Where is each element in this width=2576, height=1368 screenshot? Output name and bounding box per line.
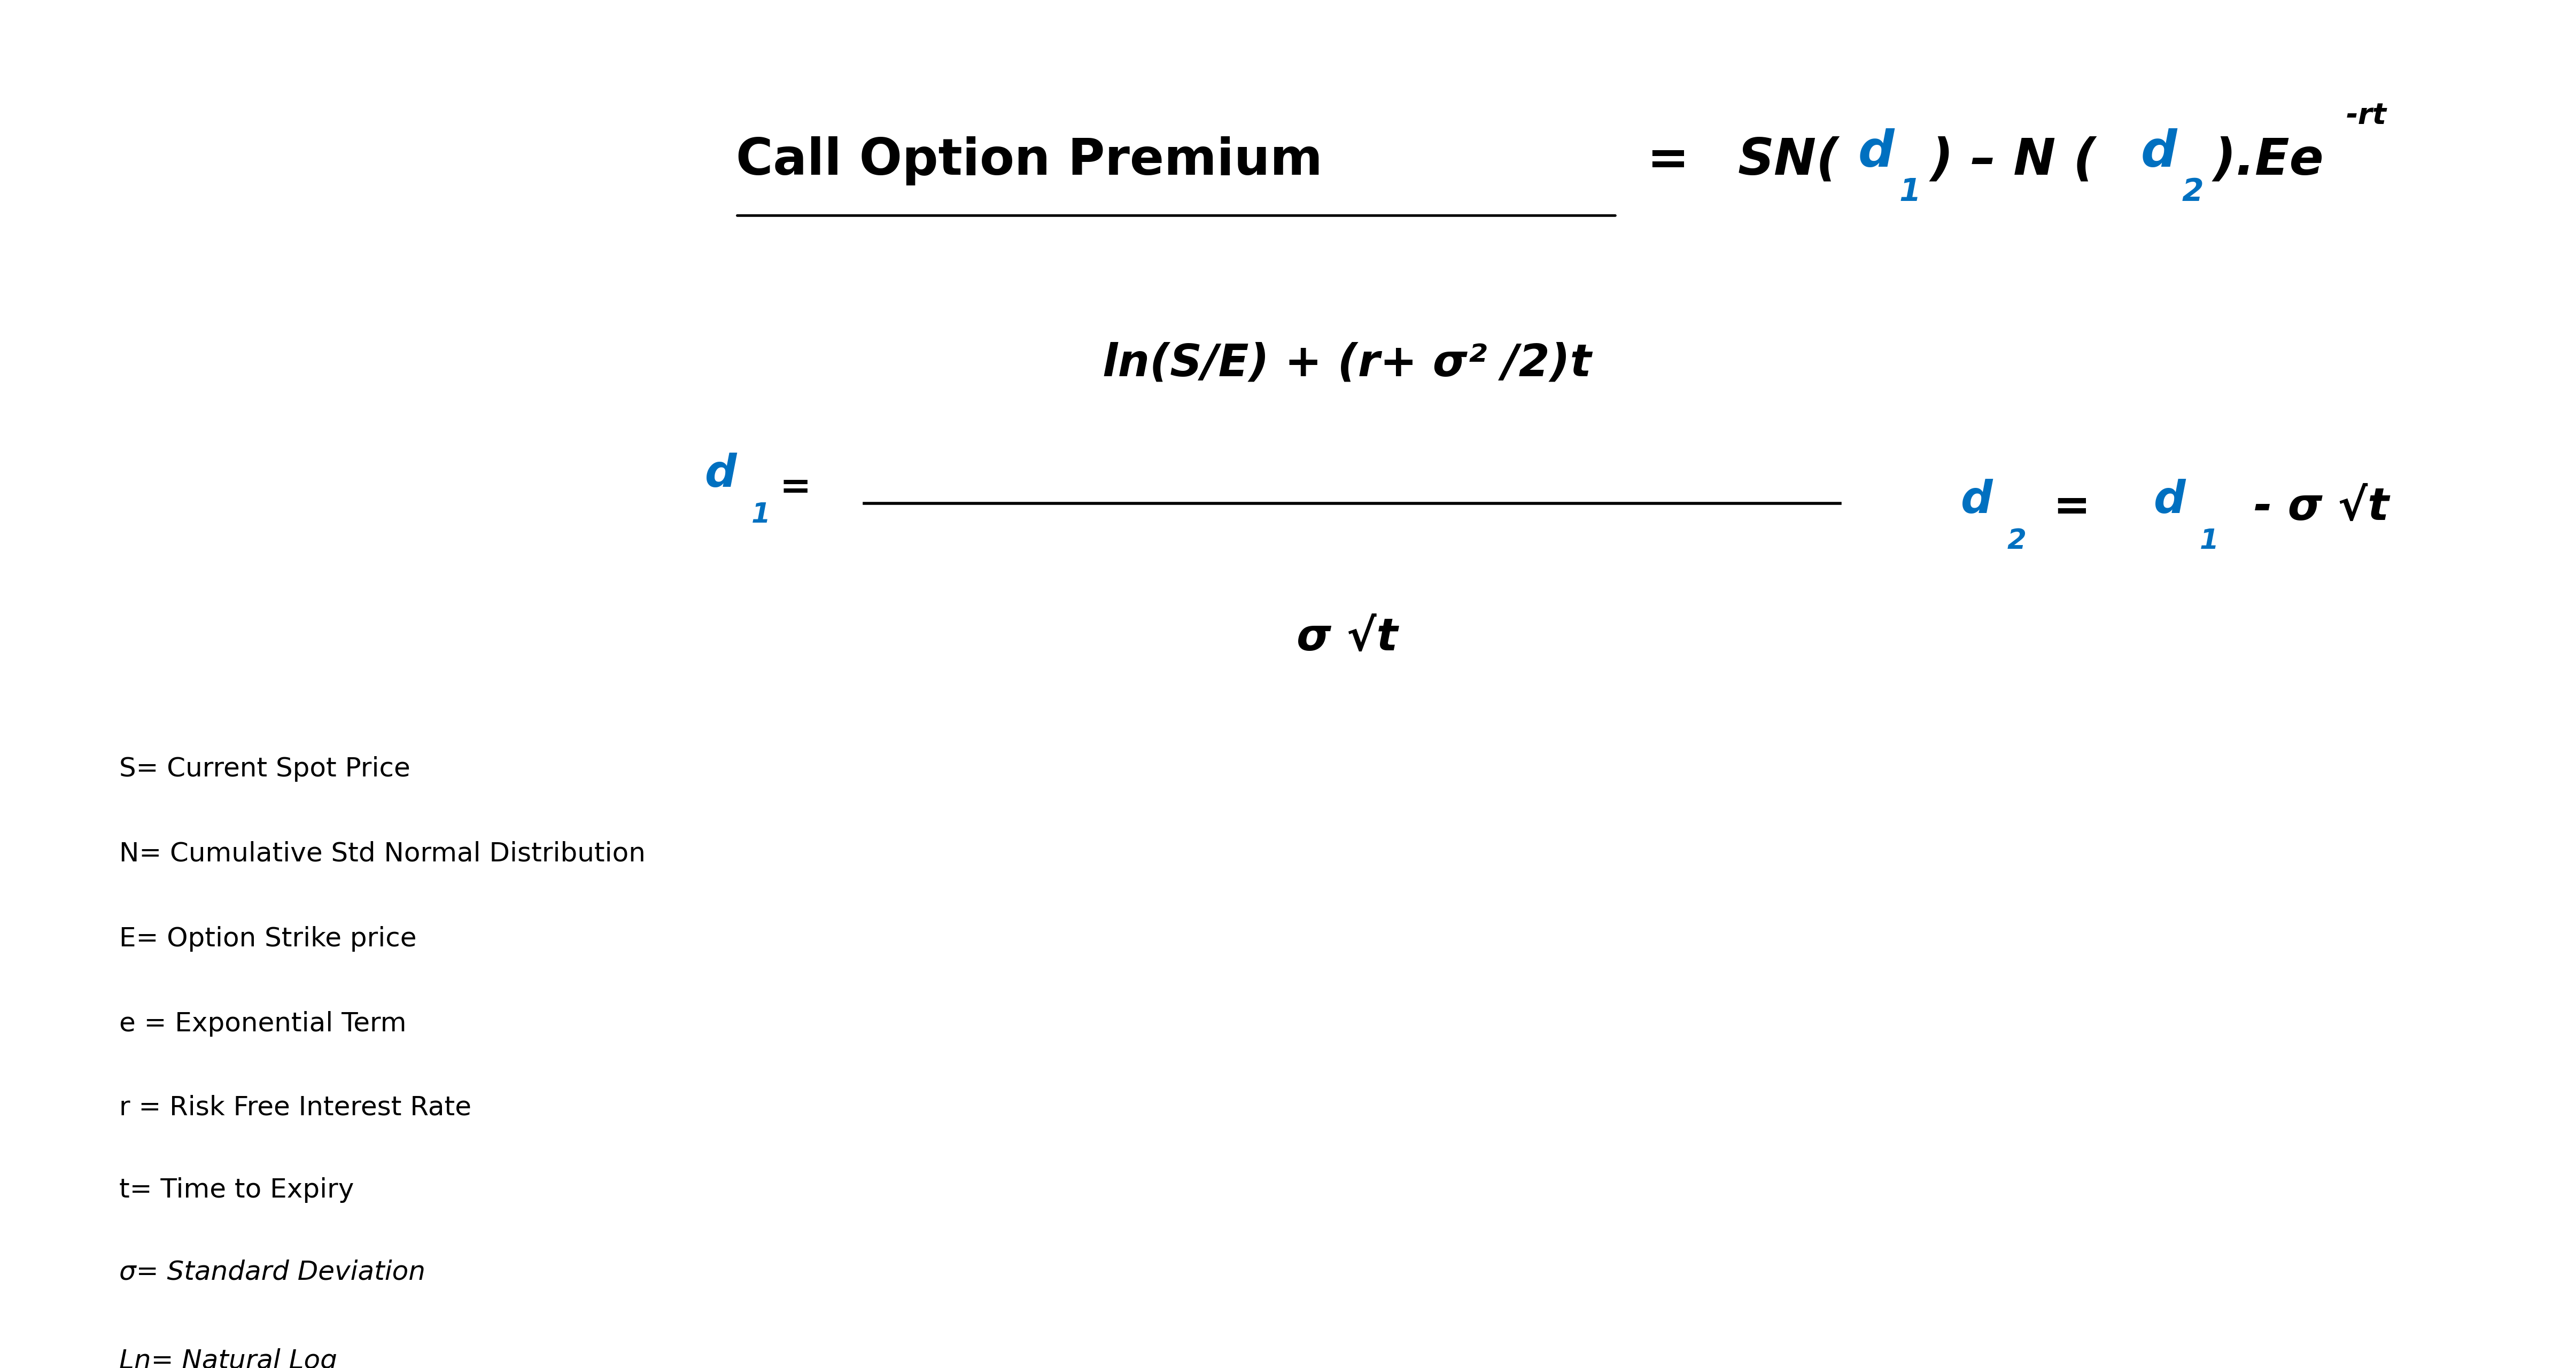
Text: =: =: [2038, 486, 2107, 529]
Text: ln(S/E) + (r+ σ² /2)t: ln(S/E) + (r+ σ² /2)t: [1103, 342, 1592, 384]
Text: 1: 1: [752, 502, 770, 528]
Text: d: d: [1857, 129, 1893, 178]
Text: r = Risk Free Interest Rate: r = Risk Free Interest Rate: [118, 1094, 471, 1120]
Text: d: d: [2154, 479, 2184, 523]
Text: 2: 2: [2007, 528, 2027, 554]
Text: =: =: [1631, 135, 1708, 185]
Text: 1: 1: [1899, 176, 1922, 208]
Text: σ= Standard Deviation: σ= Standard Deviation: [118, 1260, 425, 1285]
Text: SN(: SN(: [1736, 135, 1839, 185]
Text: ).Ee: ).Ee: [2213, 135, 2324, 185]
Text: Ln= Natural Log: Ln= Natural Log: [118, 1349, 337, 1368]
Text: ) – N (: ) – N (: [1929, 135, 2097, 185]
Text: d: d: [1960, 479, 1994, 523]
Text: d: d: [2141, 129, 2177, 178]
Text: σ √t: σ √t: [1296, 617, 1399, 659]
Text: - σ √t: - σ √t: [2223, 486, 2388, 529]
Text: E= Option Strike price: E= Option Strike price: [118, 926, 417, 952]
Text: -rt: -rt: [2347, 101, 2388, 130]
Text: S= Current Spot Price: S= Current Spot Price: [118, 757, 410, 781]
Text: d: d: [706, 453, 737, 497]
Text: N= Cumulative Std Normal Distribution: N= Cumulative Std Normal Distribution: [118, 841, 647, 866]
Text: e = Exponential Term: e = Exponential Term: [118, 1011, 407, 1037]
Text: =: =: [781, 469, 811, 506]
Text: Call Option Premium: Call Option Premium: [737, 135, 1321, 185]
Text: 1: 1: [2200, 528, 2218, 554]
Text: t= Time to Expiry: t= Time to Expiry: [118, 1176, 353, 1202]
Text: 2: 2: [2182, 176, 2202, 208]
